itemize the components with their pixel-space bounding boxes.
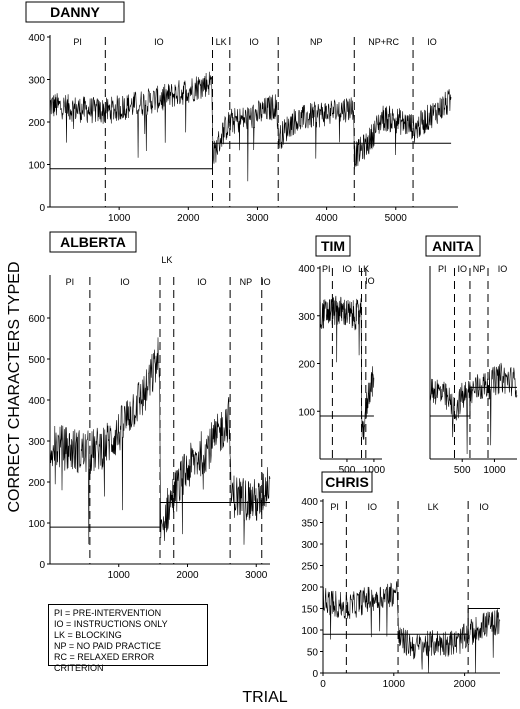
phase-label: IO <box>479 502 489 512</box>
y-tick-label: 0 <box>312 669 318 680</box>
phase-label: IO <box>120 277 130 287</box>
phase-label: IO <box>154 37 164 47</box>
legend-entry: IO = INSTRUCTIONS ONLY <box>54 619 168 629</box>
y-tick-label: 200 <box>28 478 45 489</box>
y-tick-label: 100 <box>301 626 318 637</box>
chart-danny: DANNY 0 100 200 300 400 1000 2000 3000 4000 5000 PI… <box>25 1 458 224</box>
chart-alberta: ALBERTA 0 100 200 300 400 500 600 1000 2000 3000 PI… <box>28 231 271 581</box>
x-tick-label: 500 <box>454 465 471 476</box>
legend-entry: NP = NO PAID PRACTICE <box>54 641 161 651</box>
y-tick-label: 0 <box>39 203 45 214</box>
phase-label: IO <box>367 502 377 512</box>
x-tick-label: 0 <box>320 679 326 690</box>
x-tick-label: 500 <box>339 465 356 476</box>
x-tick-label: 1000 <box>363 465 386 476</box>
y-tick-label: 200 <box>301 583 318 594</box>
x-tick-label: 1000 <box>108 213 131 224</box>
y-tick-label: 100 <box>298 407 315 418</box>
phase-label: IO <box>342 264 352 274</box>
y-tick-label: 150 <box>301 605 318 616</box>
y-tick-label: 400 <box>28 33 45 44</box>
chart-title-box <box>49 231 137 253</box>
y-tick-label: 400 <box>301 497 318 508</box>
y-tick-label: 250 <box>301 562 318 573</box>
phase-label: PI <box>330 502 339 512</box>
chart-title: ANITA <box>432 238 474 254</box>
phase-label: NP+RC <box>368 37 399 47</box>
phase-label: IO <box>365 276 375 286</box>
legend: PI = PRE-INTERVENTION IO = INSTRUCTIONS O… <box>48 604 208 673</box>
chart-title: CHRIS <box>325 474 369 490</box>
y-tick-label: 400 <box>28 396 45 407</box>
y-tick-label: 400 <box>298 264 315 275</box>
phase-label: PI <box>438 264 447 274</box>
y-tick-label: 350 <box>301 519 318 530</box>
x-tick-label: 4000 <box>315 213 338 224</box>
phase-label: LK <box>428 502 439 512</box>
phase-label: LK <box>216 37 227 47</box>
x-tick-label: 2000 <box>453 679 476 690</box>
phase-label: PI <box>66 277 75 287</box>
x-tick-label: 3000 <box>245 570 268 581</box>
chart-title: DANNY <box>50 4 100 20</box>
y-tick-label: 300 <box>301 540 318 551</box>
y-tick-label: 500 <box>28 355 45 366</box>
x-tick-label: 2000 <box>177 213 200 224</box>
y-tick-label: 200 <box>28 118 45 129</box>
data-series-line <box>49 71 452 182</box>
phase-label: LK <box>161 255 172 265</box>
y-tick-label: 300 <box>298 312 315 323</box>
y-tick-label: 300 <box>28 437 45 448</box>
data-series-line <box>319 295 375 440</box>
phase-label: IO <box>249 37 259 47</box>
phase-label: NP <box>240 277 253 287</box>
phase-label: IO <box>197 277 207 287</box>
x-tick-label: 1000 <box>383 679 406 690</box>
phase-label: LK <box>358 264 369 274</box>
figure-y-axis-label: CORRECT CHARACTERS TYPED <box>6 262 23 513</box>
y-tick-label: 200 <box>298 360 315 371</box>
y-tick-label: 300 <box>28 76 45 87</box>
y-tick-label: 100 <box>28 161 45 172</box>
chart-title: ALBERTA <box>60 234 126 250</box>
phase-label: PI <box>73 37 82 47</box>
chart-title-box <box>25 1 125 23</box>
legend-entry: LK = BLOCKING <box>54 630 122 640</box>
phase-label: IO <box>498 264 508 274</box>
chart-anita: ANITA 500 1000 PI IO NP IO <box>425 235 518 476</box>
y-tick-label: 0 <box>39 560 45 571</box>
x-tick-label: 3000 <box>246 213 269 224</box>
phase-label: IO <box>261 277 271 287</box>
chart-tim: TIM 100 200 300 400 500 1000 PI IO LK IO <box>298 235 386 476</box>
data-series-line <box>49 337 271 545</box>
phase-label: NP <box>473 264 486 274</box>
x-tick-label: 1000 <box>108 570 131 581</box>
chart-title-box <box>321 471 373 493</box>
data-series-line <box>322 581 501 674</box>
phase-label: PI <box>322 264 331 274</box>
y-tick-label: 600 <box>28 314 45 325</box>
chart-title-box <box>315 235 351 257</box>
data-series-line <box>429 362 518 455</box>
x-tick-label: 2000 <box>176 570 199 581</box>
chart-title-box <box>425 235 481 257</box>
phase-label: NP <box>310 37 323 47</box>
y-tick-label: 100 <box>28 519 45 530</box>
chart-chris: CHRIS 0 50 100 150 200 250 300 350 400 0 1000 2000 PI… <box>301 471 501 690</box>
phase-label: IO <box>457 264 467 274</box>
phase-label: IO <box>427 37 437 47</box>
legend-entry: RC = RELAXED ERROR CRITERION <box>54 652 155 673</box>
y-tick-label: 50 <box>307 648 319 659</box>
legend-entry: PI = PRE-INTERVENTION <box>54 608 162 618</box>
chart-title: TIM <box>321 238 345 254</box>
x-tick-label: 1000 <box>483 465 506 476</box>
x-tick-label: 5000 <box>385 213 408 224</box>
figure-x-axis-label: TRIAL <box>242 689 287 706</box>
